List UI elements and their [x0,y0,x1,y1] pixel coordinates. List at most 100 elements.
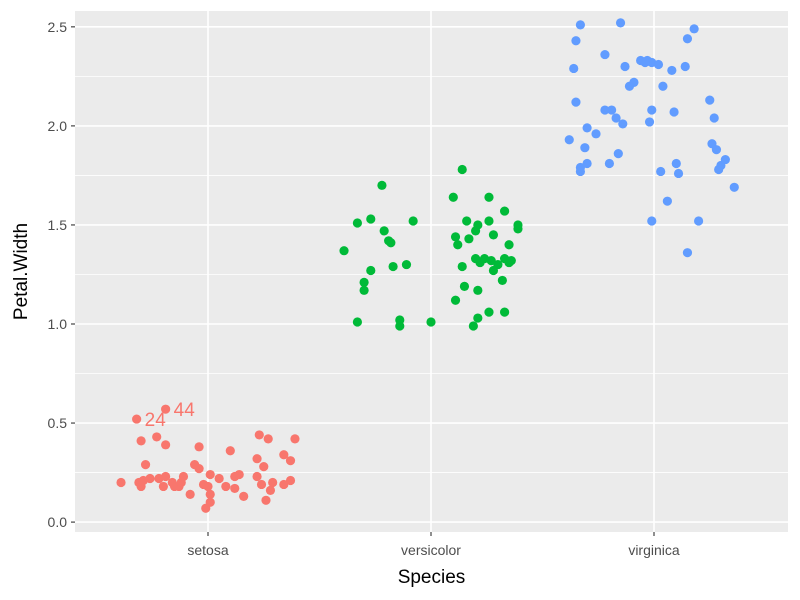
data-point [263,434,273,444]
point-label: 44 [174,400,196,421]
data-point [604,158,615,169]
data-point [221,481,231,492]
data-point [729,182,739,192]
data-point [450,232,461,242]
data-point [359,277,369,287]
data-point [504,240,514,250]
data-point [473,220,483,230]
y-tick-label: 0.5 [48,415,68,431]
data-point [140,460,151,470]
data-point [493,259,503,270]
data-point [388,261,398,272]
data-point [203,481,213,492]
data-point [473,285,483,295]
data-point [132,414,142,424]
data-point [615,18,626,28]
data-point [366,214,376,224]
data-point [682,34,693,44]
data-point [709,113,719,123]
data-point [457,164,467,175]
x-axis-title: Species [398,567,466,588]
data-point [256,479,267,490]
y-tick-label: 0.0 [48,514,68,530]
data-point [647,105,657,115]
y-tick-label: 1.5 [48,217,68,233]
data-point [279,479,289,490]
data-point [339,246,349,256]
data-point [448,192,458,202]
data-point [613,149,623,159]
data-point [205,489,215,499]
data-point [158,481,168,492]
data-point [484,192,494,202]
data-point [571,36,581,46]
data-point [194,442,204,452]
data-point [265,485,276,495]
data-point [359,285,369,295]
data-point [185,489,195,499]
data-point [658,81,668,91]
x-tick-label: versicolor [401,542,461,558]
data-point [379,226,389,236]
data-point [136,436,146,446]
data-point [152,432,162,442]
x-axis: setosa versicolor virginica [187,532,680,558]
data-point [629,77,639,87]
data-point [618,119,628,129]
data-point [564,135,574,145]
data-point [671,158,681,169]
data-point [116,477,126,488]
data-point [486,256,496,266]
data-point [582,158,592,169]
data-point [268,477,278,488]
y-axis-title: Petal.Width [11,223,32,320]
y-tick-label: 2.5 [48,19,68,35]
data-point [484,216,494,226]
data-point [644,117,655,127]
data-point [656,166,666,177]
data-point [711,145,722,155]
data-point [205,469,215,480]
data-point [261,495,271,505]
data-point [408,216,418,226]
data-point [457,261,467,272]
data-point [611,113,621,123]
data-point [667,65,677,76]
data-point [673,168,684,179]
data-point [682,248,693,258]
data-point [499,206,510,216]
data-point [468,321,478,331]
data-point [582,123,592,133]
data-point [488,230,499,240]
data-point [225,446,235,456]
data-point [352,317,363,327]
data-point [647,216,657,226]
data-point [640,57,650,68]
data-point [575,20,586,30]
data-point [513,224,523,234]
point-label: 24 [145,410,167,431]
data-point [161,404,171,414]
data-point [484,307,494,317]
data-point [720,154,730,165]
data-point [571,97,581,107]
data-point [694,216,704,226]
data-point [575,162,586,173]
data-point [662,196,672,206]
data-point [453,240,463,250]
data-point [234,469,244,480]
y-tick-label: 1.0 [48,316,68,332]
y-axis: 0.0 0.5 1.0 1.5 2.0 2.5 [48,19,75,530]
data-point [653,59,664,70]
data-point [366,265,376,276]
point-annotations: 24 44 [145,400,196,431]
x-tick-label: virginica [628,542,680,558]
data-point [591,129,601,139]
x-tick-label: setosa [187,542,228,558]
y-tick-label: 2.0 [48,118,68,134]
data-point [178,471,189,482]
data-point [285,456,296,466]
data-point [205,497,215,507]
data-point [279,450,289,460]
